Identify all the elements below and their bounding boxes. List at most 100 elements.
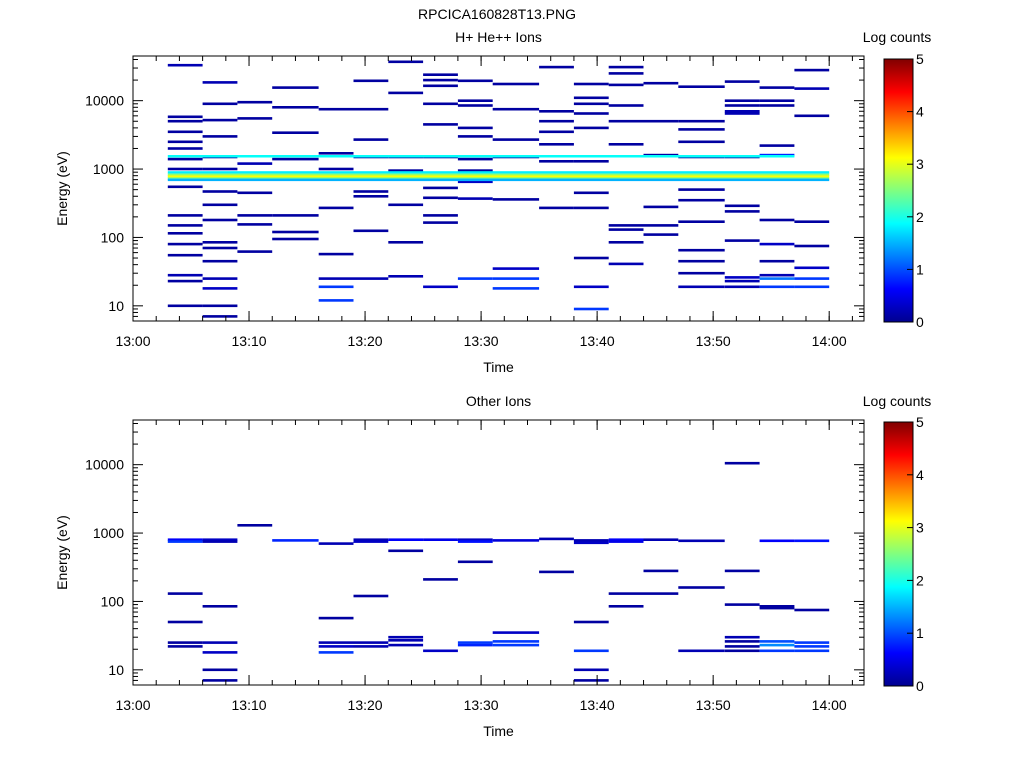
data-cell [388, 538, 424, 541]
data-cell [457, 641, 493, 644]
data-cell [457, 180, 493, 184]
y-tick-label: 1000 [93, 161, 124, 177]
data-cell [724, 640, 760, 643]
data-cell [794, 114, 830, 118]
data-cell [724, 276, 760, 279]
data-cell [492, 267, 540, 270]
data-cell [202, 203, 238, 207]
data-cell [423, 78, 458, 82]
data-cell [167, 279, 203, 283]
x-tick-label: 13:00 [115, 697, 150, 713]
data-cell [643, 592, 679, 595]
colorbar [883, 58, 914, 323]
data-cell [608, 592, 644, 595]
data-cell [608, 119, 644, 123]
data-cell [492, 82, 540, 86]
data-cell [457, 643, 493, 647]
data-cell [539, 130, 574, 134]
data-cell [573, 112, 609, 115]
data-cell [318, 107, 354, 111]
figure-title: RPCICA160828T13.PNG [418, 6, 576, 22]
data-cell [237, 223, 273, 226]
colorbar-tick-label: 4 [916, 467, 924, 483]
data-cell [724, 603, 760, 606]
data-cell [759, 606, 795, 610]
data-cell [608, 104, 644, 107]
data-cell [423, 578, 458, 581]
data-cell [167, 304, 203, 308]
data-cell [202, 605, 238, 608]
data-cell [237, 100, 273, 104]
hplus-panel: 13:00 13:10 13:20 13:30 13:40 13:50 14:0010100… [54, 29, 931, 375]
data-cell [759, 144, 795, 147]
data-cell [643, 569, 679, 573]
colorbar-tick-label: 5 [916, 414, 924, 430]
data-cell [678, 271, 725, 275]
data-cell [573, 285, 609, 289]
plot-frame [132, 419, 865, 686]
colorbar-tick-label: 1 [916, 261, 924, 277]
data-cell [353, 79, 389, 83]
data-cell [318, 616, 354, 620]
data-cell [167, 224, 203, 227]
panel-title: H+ He++ Ions [455, 29, 542, 45]
data-cell [457, 157, 493, 161]
data-cell [423, 221, 458, 224]
data-cell [608, 83, 644, 87]
y-tick-label: 1000 [93, 525, 124, 541]
other-ions-panel: 13:00 13:10 13:20 13:30 13:40 13:50 14:0010100… [54, 393, 931, 739]
data-cell [724, 645, 760, 648]
data-cell [167, 232, 203, 235]
y-tick-label: 10000 [85, 93, 124, 109]
data-cell [492, 277, 540, 280]
data-cell [388, 60, 424, 64]
data-cell [678, 220, 725, 223]
colorbar-tick-label: 1 [916, 625, 924, 641]
data-cell [794, 277, 830, 280]
data-cell [759, 86, 795, 89]
colorbar-tick-label: 0 [916, 678, 924, 694]
data-cell [272, 214, 319, 217]
data-cell [608, 72, 644, 75]
data-cell [353, 195, 389, 198]
data-cell [167, 63, 203, 67]
data-cell [388, 275, 424, 278]
data-cell [759, 640, 795, 643]
colorbar-tick-label: 3 [916, 520, 924, 536]
data-cell [794, 87, 830, 90]
data-cell [492, 640, 540, 643]
data-cell [202, 315, 238, 318]
data-cell [759, 242, 795, 246]
data-cell [423, 123, 458, 126]
data-cell [678, 119, 725, 123]
data-cell [724, 649, 760, 653]
data-cell [724, 210, 760, 213]
data-cell [539, 143, 574, 146]
colorbar [883, 421, 914, 687]
data-cell [202, 167, 238, 171]
x-tick-label: 13:50 [696, 697, 731, 713]
data-cell [202, 246, 238, 250]
y-tick-label: 10000 [85, 457, 124, 473]
data-cell [388, 643, 424, 647]
data-cell [423, 214, 458, 217]
data-cell [423, 196, 458, 200]
data-cell [573, 206, 609, 210]
data-marks [167, 60, 830, 318]
data-cell [794, 649, 830, 653]
data-cell [759, 218, 795, 222]
data-cell [388, 639, 424, 642]
data-cell [724, 104, 760, 107]
data-cell [492, 631, 540, 634]
data-cell [608, 538, 644, 541]
data-cell [353, 229, 389, 233]
data-cell [724, 110, 760, 113]
data-cell [643, 205, 679, 209]
data-cell [573, 541, 609, 545]
data-cell [167, 538, 203, 541]
data-cell [678, 586, 725, 589]
data-cell [272, 230, 319, 234]
data-cell [202, 259, 238, 263]
data-cell [167, 540, 203, 543]
colorbar-tick-label: 4 [916, 104, 924, 120]
